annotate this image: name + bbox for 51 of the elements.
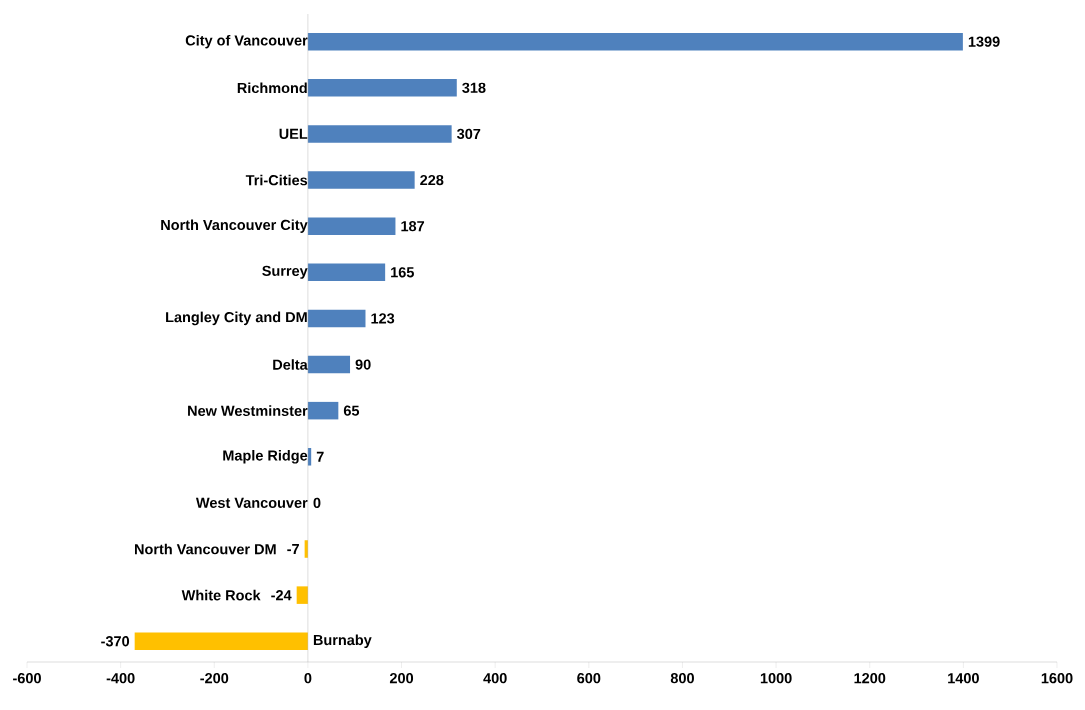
y-tick-label: Burnaby: [313, 634, 372, 649]
x-tick-label: -200: [200, 673, 229, 684]
y-tick-label: Surrey: [262, 265, 308, 279]
x-tick-label: -600: [13, 673, 41, 684]
x-tick-label: 800: [670, 673, 694, 684]
data-label: 90: [355, 359, 371, 370]
y-tick-label: Richmond: [237, 82, 307, 94]
bar: [307, 401, 339, 420]
x-tick-label: 1200: [854, 673, 886, 684]
bar: [307, 171, 415, 189]
y-tick-label: City of Vancouver: [185, 34, 308, 49]
data-label: 1399: [968, 36, 1000, 47]
data-label: 165: [391, 267, 414, 278]
x-tick-label: 600: [577, 673, 601, 684]
data-label: 123: [371, 313, 395, 324]
y-tick-label: West Vancouver: [195, 497, 308, 508]
data-label: -7: [287, 544, 299, 554]
bar: [307, 309, 366, 328]
y-tick-label: White Rock: [181, 589, 261, 601]
bar: [134, 632, 308, 651]
y-tick-label: North Vancouver DM: [135, 543, 276, 555]
data-label: -24: [271, 590, 292, 601]
y-tick-label: Langley City and DM: [166, 311, 307, 326]
data-label: 318: [462, 82, 486, 93]
data-label: 65: [343, 405, 360, 416]
x-tick-label: 0: [304, 673, 312, 684]
y-tick-label: Maple Ridge: [223, 449, 308, 464]
data-label: -370: [101, 636, 130, 647]
y-tick-label: Tri-Cities: [245, 174, 308, 186]
x-tick-label: 1000: [760, 673, 792, 684]
bar: [307, 355, 351, 374]
x-tick-label: 400: [483, 673, 507, 684]
y-tick-label: North Vancouver City: [161, 219, 308, 233]
y-tick-label: UEL: [279, 128, 308, 139]
y-tick-label: Delta: [273, 359, 308, 370]
x-tick-label: 200: [389, 673, 414, 684]
x-tick-label: -400: [106, 673, 135, 684]
bar: [307, 32, 963, 51]
x-tick-label: 1600: [1041, 673, 1073, 684]
bar: [307, 125, 452, 143]
y-tick-label: New Westminster: [188, 405, 308, 416]
data-label: 307: [457, 128, 481, 140]
bar: [307, 217, 396, 235]
data-label: 0: [313, 497, 321, 509]
data-label: 228: [420, 174, 444, 186]
x-tick-label: 1400: [948, 673, 979, 684]
data-label: 7: [316, 451, 324, 462]
data-label: 187: [401, 221, 425, 232]
bar: [296, 586, 308, 604]
bar: [307, 79, 457, 97]
bar: [307, 263, 386, 282]
